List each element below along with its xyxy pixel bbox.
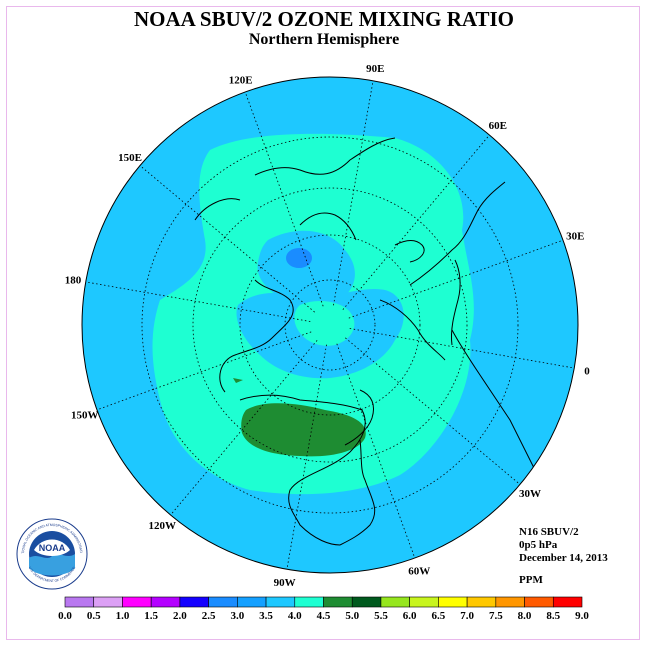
colorbar-tick-label: 4.5 <box>317 610 331 622</box>
ozone-region-polar <box>294 300 355 346</box>
colorbar-tick-label: 2.5 <box>202 610 216 622</box>
longitude-label: 30E <box>566 231 584 243</box>
longitude-label: 150W <box>71 409 99 421</box>
longitude-label: 0 <box>584 365 590 377</box>
colorbar-cell <box>93 596 123 608</box>
longitude-label: 150E <box>118 152 142 164</box>
colorbar-tick-label: 3.5 <box>259 610 273 622</box>
colorbar-cell <box>380 596 410 608</box>
colorbar-cell <box>495 596 525 608</box>
coastlines <box>194 137 541 546</box>
colorbar-tick-label: 7.5 <box>489 610 503 622</box>
longitude-label: 120W <box>148 520 176 532</box>
colorbar-tick-label: 5.5 <box>374 610 388 622</box>
colorbar-cell <box>438 596 468 608</box>
ozone-region-3-0 <box>257 230 355 311</box>
longitude-labels: 90E 60E 30E 0 30W 60W 90W 120W 150W 180 150E 120E <box>65 63 591 589</box>
colorbar-cell <box>122 596 152 608</box>
colorbar-tick-label: 1.5 <box>144 610 158 622</box>
colorbar-cell <box>524 596 554 608</box>
ozone-region-4-0 <box>241 403 366 457</box>
colorbar-tick-label: 3.0 <box>230 610 244 622</box>
logo-text: NOAA <box>39 543 66 553</box>
colorbar-cell <box>179 596 209 608</box>
longitude-label: 30W <box>519 488 541 500</box>
colorbar-cell <box>409 596 439 608</box>
map-subtitle: Northern Hemisphere <box>248 31 400 48</box>
longitude-label: 90W <box>274 577 296 589</box>
colorbar-cell <box>150 596 181 608</box>
map-boundary <box>81 76 579 574</box>
logo-gull-shape <box>34 539 70 556</box>
noaa-logo: NOAA NATIONAL OCEANIC AND ATMOSPHERIC AD… <box>16 518 88 590</box>
colorbar-cell <box>466 596 497 608</box>
colorbar-tick-label: 6.5 <box>432 610 446 622</box>
colorbar-cell <box>294 596 324 608</box>
ozone-region-4-0-small <box>233 378 243 383</box>
colorbar-tick-label: 8.0 <box>518 610 532 622</box>
colorbar-tick-label: 4.0 <box>288 610 302 622</box>
info-block: N16 SBUV/2 0p5 hPa December 14, 2013 <box>519 526 608 565</box>
colorbar-tick-label: 0.0 <box>58 610 72 622</box>
colorbar-tick-label: 0.5 <box>87 610 101 622</box>
colorbar-tick-label: 6.0 <box>403 610 417 622</box>
colorbar-tick-label: 5.0 <box>345 610 359 622</box>
longitude-label: 180 <box>65 275 82 287</box>
colorbar-tick-label: 7.0 <box>460 610 474 622</box>
longitude-label: 60E <box>489 120 507 132</box>
instrument-label: N16 SBUV/2 <box>519 526 579 538</box>
colorbar-cell <box>208 596 238 608</box>
ozone-region-2-5 <box>286 248 312 268</box>
longitude-label: 90E <box>366 63 384 75</box>
colorbar-tick-label: 2.0 <box>173 610 187 622</box>
colorbar-cell <box>265 596 296 608</box>
colorbar-tick-label: 8.5 <box>546 610 560 622</box>
logo-wave <box>29 554 75 576</box>
pressure-level-label: 0p5 hPa <box>519 539 558 551</box>
colorbar-cell <box>323 596 353 608</box>
colorbar-cell <box>351 596 382 608</box>
colorbar-cell <box>64 596 95 608</box>
date-label: December 14, 2013 <box>519 552 608 564</box>
colorbar-cell <box>552 596 583 608</box>
colorbar-tick-label: 1.0 <box>116 610 130 622</box>
map-title: NOAA SBUV/2 OZONE MIXING RATIO <box>134 7 514 31</box>
colorbar-tick-label: 9.0 <box>575 610 589 622</box>
longitude-label: 60W <box>408 565 430 577</box>
longitude-label: 120E <box>229 75 253 87</box>
colorbar-cell <box>237 596 267 608</box>
units-label: PPM <box>519 574 543 586</box>
